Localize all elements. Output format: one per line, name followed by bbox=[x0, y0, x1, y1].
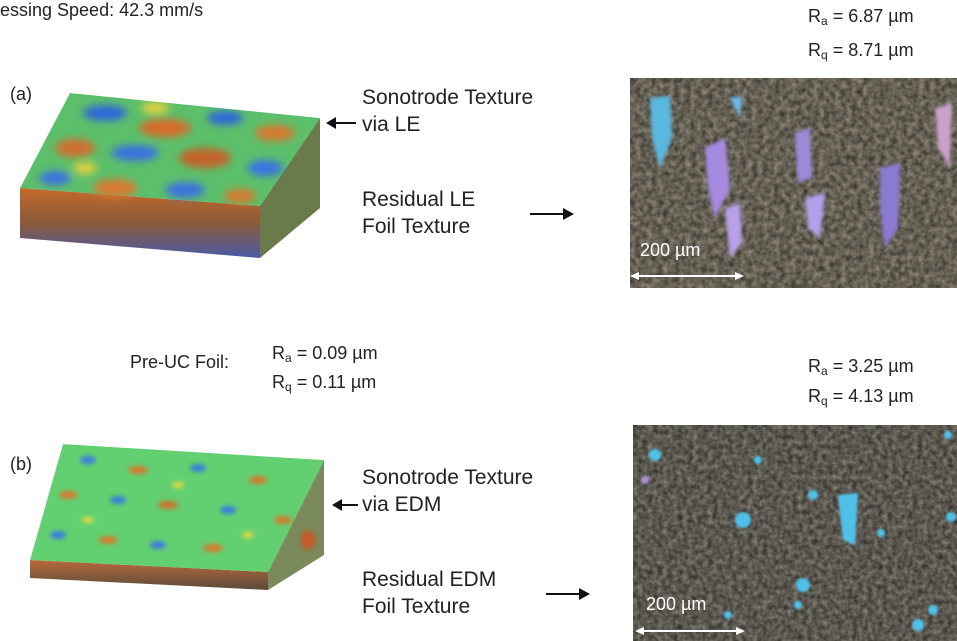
arrow-left-icon bbox=[332, 499, 358, 511]
panel-b-ra: Ra = 3.25 µm bbox=[808, 356, 914, 378]
pre-uc-foil-label: Pre-UC Foil: bbox=[130, 352, 230, 372]
panel-b-sonotrode-label: Sonotrode Texture via EDM bbox=[362, 466, 534, 517]
arrow-left-icon bbox=[326, 117, 356, 129]
arrow-right-icon bbox=[530, 208, 574, 220]
panel-a-rq: Rq = 8.71 µm bbox=[808, 40, 914, 62]
panel-b-residual-label: Residual EDM Foil Texture bbox=[362, 568, 497, 619]
panel-a-ra: Ra = 6.87 µm bbox=[808, 6, 914, 28]
panel-a-sonotrode-label: Sonotrode Texture via LE bbox=[362, 86, 534, 137]
panel-a-3d-surface bbox=[20, 93, 320, 258]
panel-b-3d-surface bbox=[30, 444, 324, 590]
panel-a-label: (a) bbox=[10, 84, 32, 104]
panel-b-micrograph bbox=[633, 425, 957, 641]
processing-speed-text: essing Speed: 42.3 mm/s bbox=[0, 0, 204, 20]
panel-a-residual-label: Residual LE Foil Texture bbox=[362, 188, 476, 239]
panel-b-rq: Rq = 4.13 µm bbox=[808, 386, 914, 408]
arrow-right-icon bbox=[546, 588, 590, 600]
panel-b-label: (b) bbox=[10, 454, 32, 474]
panel-a-scale-bar-label: 200 µm bbox=[640, 240, 701, 260]
pre-uc-rq: Rq = 0.11 µm bbox=[272, 372, 377, 394]
panel-a-micrograph bbox=[630, 78, 957, 288]
panel-b-scale-bar-label: 200 µm bbox=[646, 594, 707, 614]
pre-uc-ra: Ra = 0.09 µm bbox=[272, 343, 378, 365]
